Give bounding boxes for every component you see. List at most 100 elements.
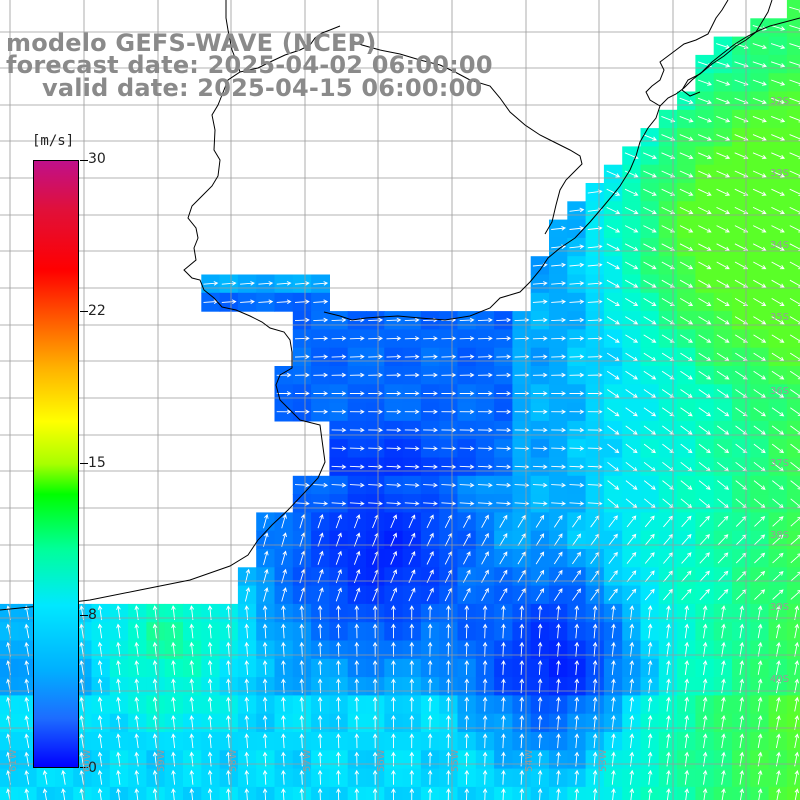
wind-arrow xyxy=(276,372,292,378)
wind-arrow xyxy=(569,281,585,286)
wind-cell xyxy=(786,786,800,800)
wind-arrow xyxy=(459,391,475,396)
wind-arrow xyxy=(134,660,140,675)
wind-arrow xyxy=(404,501,420,506)
wind-arrow xyxy=(551,464,567,470)
wind-arrow xyxy=(666,733,671,749)
wind-arrow xyxy=(771,188,785,196)
wind-cell xyxy=(786,347,800,367)
wind-arrow xyxy=(771,170,785,178)
wind-cell xyxy=(274,786,294,800)
wind-arrow xyxy=(499,532,508,547)
uruguay-coast xyxy=(323,17,800,321)
wind-arrow xyxy=(716,61,731,68)
wind-arrow xyxy=(698,170,712,178)
wind-arrow xyxy=(606,279,621,288)
wind-arrow xyxy=(335,550,342,565)
wind-cell xyxy=(91,786,111,800)
lat-label: 37S xyxy=(770,458,790,469)
wind-arrow xyxy=(372,696,378,712)
wind-arrow xyxy=(281,733,286,749)
wind-arrow xyxy=(459,354,475,360)
wind-arrow xyxy=(771,389,785,398)
wind-arrow xyxy=(569,299,585,304)
wind-arrow xyxy=(702,733,708,749)
wind-arrow xyxy=(606,370,620,380)
wind-arrow xyxy=(391,788,396,800)
wind-arrow xyxy=(61,788,66,800)
wind-arrow xyxy=(684,788,690,800)
wind-arrow xyxy=(607,480,620,490)
wind-arrow xyxy=(608,533,618,546)
wind-arrow xyxy=(717,443,730,454)
wind-arrow xyxy=(551,372,567,378)
wind-arrow xyxy=(446,623,451,639)
wind-arrow xyxy=(477,391,493,396)
wind-arrow xyxy=(441,354,457,360)
wind-arrow xyxy=(757,733,763,749)
wind-arrow xyxy=(679,261,694,270)
wind-arrow xyxy=(281,660,286,675)
wind-arrow xyxy=(390,587,398,602)
wind-arrow xyxy=(680,443,693,454)
wind-arrow xyxy=(79,660,85,675)
wind-arrow xyxy=(464,623,470,639)
wind-cell xyxy=(786,54,800,74)
wind-arrow xyxy=(281,623,286,639)
wind-arrow xyxy=(134,696,140,712)
wind-arrow xyxy=(372,733,378,749)
wind-arrow xyxy=(661,370,675,380)
wind-arrow xyxy=(592,660,598,675)
wind-arrow xyxy=(772,589,784,600)
wind-arrow xyxy=(551,427,567,433)
wind-arrow xyxy=(386,482,402,488)
wind-arrow xyxy=(532,336,548,341)
wind-arrow xyxy=(535,569,545,583)
wind-arrow xyxy=(754,534,766,546)
wind-arrow xyxy=(444,551,453,565)
wind-cell xyxy=(786,0,800,19)
wind-arrow xyxy=(532,391,548,396)
wind-arrow xyxy=(680,334,694,343)
wind-arrow xyxy=(189,641,195,657)
wind-arrow xyxy=(739,641,745,657)
wind-arrow xyxy=(171,641,176,657)
wind-cell xyxy=(786,366,800,385)
wind-arrow xyxy=(336,769,341,785)
wind-arrow xyxy=(368,446,384,451)
wind-arrow xyxy=(537,769,543,785)
wind-arrow xyxy=(517,551,526,565)
wind-arrow xyxy=(79,769,85,785)
wind-arrow xyxy=(464,733,470,749)
wind-arrow xyxy=(441,482,457,488)
wind-arrow xyxy=(553,551,563,565)
wind-arrow xyxy=(551,482,567,488)
wind-arrow xyxy=(551,225,567,231)
wind-arrow xyxy=(423,464,438,470)
wind-arrow xyxy=(501,769,506,785)
wind-arrow xyxy=(464,769,470,785)
wind-arrow xyxy=(152,660,158,675)
wind-arrow xyxy=(97,660,103,675)
wind-arrow xyxy=(643,389,657,398)
wind-arrow xyxy=(294,372,310,378)
wind-arrow xyxy=(611,714,616,730)
wind-arrow xyxy=(771,97,786,105)
wind-arrow xyxy=(299,714,305,730)
wind-arrow xyxy=(647,733,653,749)
wind-arrow xyxy=(789,298,800,306)
wind-arrow xyxy=(698,243,712,251)
wind-arrow xyxy=(771,407,785,417)
wind-arrow xyxy=(446,769,451,785)
wind-arrow xyxy=(771,206,785,215)
colorbar-tick xyxy=(80,767,88,768)
wind-arrow xyxy=(116,660,121,675)
wind-arrow xyxy=(679,206,694,215)
wind-arrow xyxy=(537,696,543,712)
wind-arrow xyxy=(535,587,545,601)
wind-arrow xyxy=(477,464,493,470)
wind-arrow xyxy=(684,769,690,785)
lat-label: 34S xyxy=(770,240,790,251)
wind-arrow xyxy=(24,715,30,730)
wind-arrow xyxy=(611,623,616,639)
